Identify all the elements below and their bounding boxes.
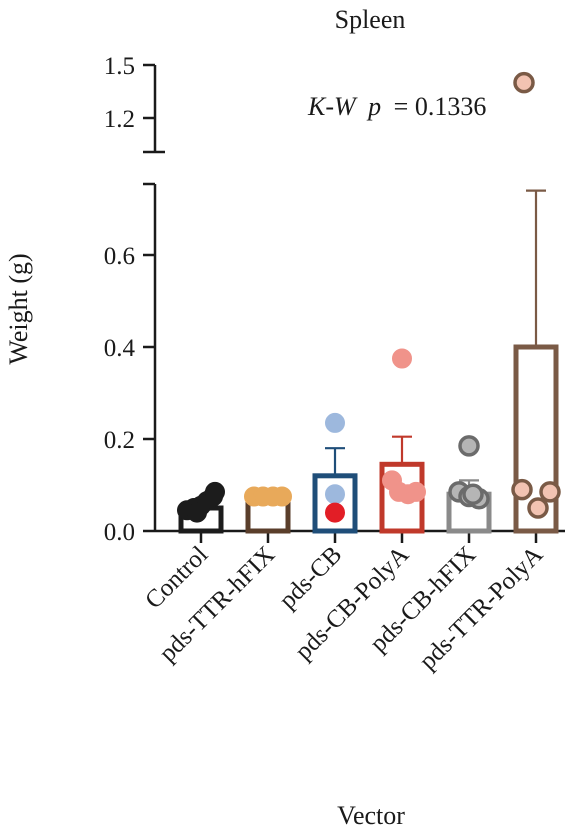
data-point [392, 348, 412, 369]
y-axis-label: Weight (g) [4, 253, 33, 364]
kw-p-label: p [366, 92, 381, 121]
bars-layer [178, 344, 559, 534]
data-point [205, 481, 225, 502]
x-tick-label-5: pds-TTR-PolyA [414, 541, 548, 675]
kw-p-value: = 0.1336 [394, 92, 487, 121]
x-axis-label: Vector [337, 801, 405, 830]
data-point [511, 478, 533, 501]
y-tick-label: 1.5 [104, 53, 135, 80]
data-point [325, 502, 345, 523]
data-point [462, 483, 484, 505]
y-tick-label: 0.6 [104, 243, 135, 270]
data-point [458, 435, 480, 457]
data-point [406, 481, 426, 502]
data-point [272, 486, 292, 507]
data-point [325, 484, 345, 505]
data-point [513, 71, 535, 94]
axes: 0.0 0.2 0.4 0.6 1.2 1.5 [104, 53, 565, 546]
kw-stat: K-W [307, 92, 358, 121]
points-layer [177, 71, 561, 523]
y-tick-label: 0.4 [104, 335, 136, 362]
chart-title: Spleen [335, 5, 406, 34]
data-point [527, 497, 549, 519]
kw-annotation: K-W p = 0.1336 [307, 92, 486, 121]
error-bars-layer [191, 189, 546, 508]
data-point [539, 481, 561, 503]
x-tick-labels: Controlpds-TTR-hFIXpds-CBpds-CB-PolyApds… [140, 541, 548, 675]
data-point [187, 502, 207, 523]
x-tick-label-1: pds-TTR-hFIX [154, 541, 280, 667]
data-point [325, 412, 345, 433]
y-tick-label: 0.0 [104, 519, 135, 546]
y-tick-label: 1.2 [104, 106, 135, 133]
y-tick-label: 0.2 [104, 427, 135, 454]
